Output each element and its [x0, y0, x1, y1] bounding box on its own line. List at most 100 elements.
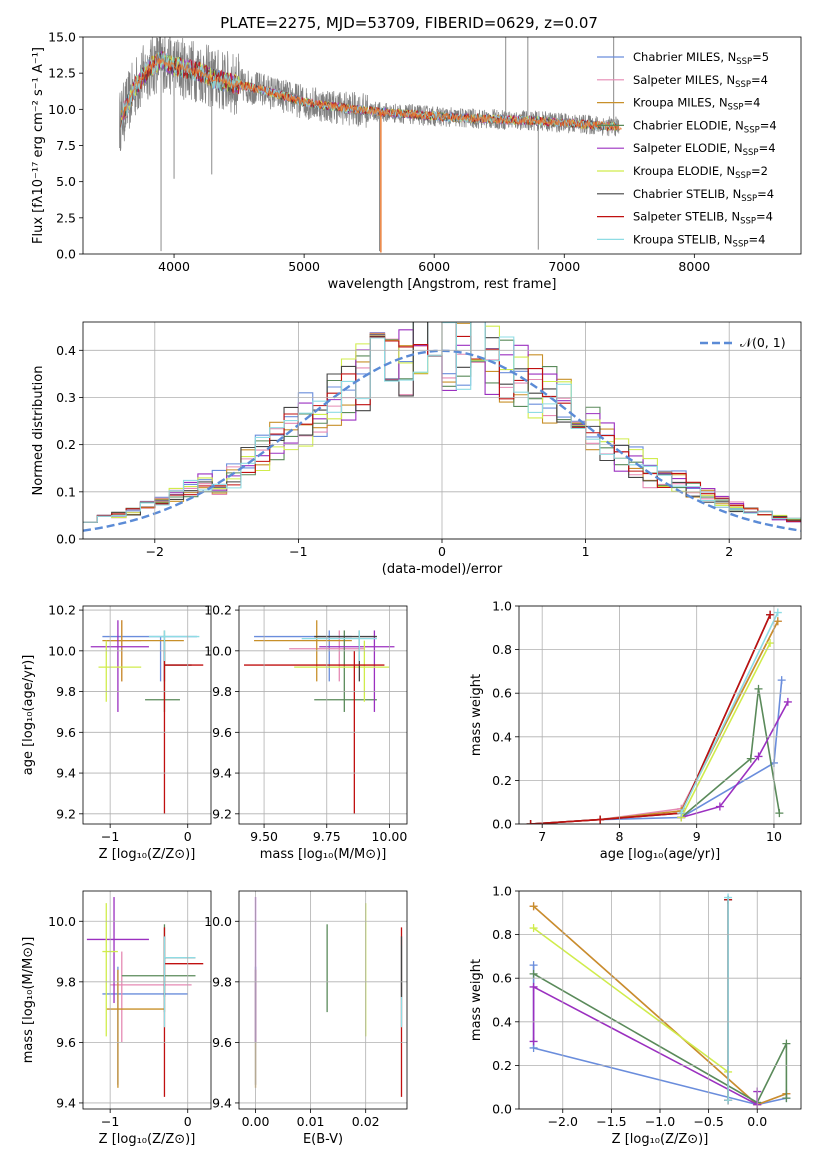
legend-label: 𝒩(0, 1) — [740, 335, 786, 350]
mass-weight-marker — [783, 697, 792, 706]
subscript: SSP — [735, 171, 751, 181]
legend-value: =4 — [757, 187, 774, 201]
y-tick-label: 1.0 — [492, 599, 512, 614]
observed-spectrum — [119, 37, 620, 152]
x-tick-label: 10 — [766, 829, 782, 844]
mass-weight-marker — [777, 676, 786, 685]
age-vs-mass-panel: 9.50 9.75 10.00 9.2 9.4 9.6 9.8 10.0 10.2 mass [l… — [204, 603, 408, 862]
x-tick-label: 4000 — [158, 259, 190, 274]
legend-label: Salpeter MILES, NSSP=4 — [633, 73, 768, 90]
axes-frame — [82, 890, 212, 1110]
subscript: SSP — [733, 239, 749, 249]
x-tick-label: −1 — [289, 544, 307, 559]
x-tick-label: 0.0 — [747, 1114, 767, 1129]
mass-weight-line — [680, 642, 771, 818]
legend-label: Chabrier STELIB, NSSP=4 — [633, 187, 774, 204]
y-tick-label: 9.6 — [212, 725, 232, 740]
y-tick-label: 10.0 — [204, 914, 232, 929]
y-axis-label: mass weight — [469, 959, 484, 1041]
y-tick-label: 0.2 — [56, 437, 76, 452]
mass-weight-marker — [754, 752, 763, 761]
y-tick-label: 0.0 — [56, 247, 76, 262]
mass-weight-line — [530, 614, 771, 824]
y-tick-label: 9.4 — [56, 766, 76, 781]
x-tick-label: 0.01 — [297, 1114, 325, 1129]
y-tick-label: 0.6 — [492, 971, 512, 986]
x-tick-label: 8 — [615, 829, 623, 844]
x-tick-label: 10.00 — [372, 829, 408, 844]
mass-weight-marker — [766, 610, 775, 619]
y-tick-label: 2.5 — [56, 210, 76, 225]
y-tick-label: 9.8 — [212, 684, 232, 699]
grid — [239, 891, 407, 1109]
y-tick-label: 0.2 — [492, 773, 512, 788]
spectrum-panel: 4000 5000 6000 7000 8000 0.0 2.5 5.0 7.5 10.0 12.5… — [31, 14, 802, 292]
x-tick-label: 8000 — [678, 259, 710, 274]
mass-weight-line — [533, 927, 729, 1073]
y-tick-label: 10.0 — [204, 643, 232, 658]
y-tick-label: 0.3 — [56, 390, 76, 405]
mass-weight-line — [530, 614, 771, 824]
plot-area — [86, 897, 204, 1097]
mass-weight-marker — [529, 924, 538, 933]
subscript: SSP — [736, 57, 752, 67]
mass-weight-line — [530, 620, 779, 824]
y-tick-label: 10.0 — [48, 914, 76, 929]
y-tick-label: 0.0 — [56, 532, 76, 547]
y-tick-label: 9.4 — [56, 1095, 76, 1110]
legend-label: Chabrier MILES, NSSP=5 — [633, 50, 769, 67]
axes-frame — [82, 36, 802, 255]
mass-weight-marker — [782, 1094, 791, 1103]
y-tick-label: 0.0 — [492, 817, 512, 832]
y-tick-label: 9.8 — [56, 974, 76, 989]
y-tick-label: 9.4 — [212, 766, 232, 781]
x-tick-label: 0 — [184, 829, 192, 844]
legend-value: =2 — [751, 164, 768, 178]
mass-weight-marker — [529, 902, 538, 911]
mass-weight-marker — [529, 1037, 538, 1046]
x-axis-label: wavelength [Angstrom, rest frame] — [328, 277, 557, 292]
legend-label: Chabrier ELODIE, NSSP=4 — [633, 118, 777, 135]
mass-weight-line — [680, 688, 781, 819]
grid — [239, 606, 407, 824]
axes-frame — [82, 321, 802, 540]
legend-label: Kroupa STELIB, NSSP=4 — [633, 232, 765, 249]
axes-frame — [82, 605, 212, 825]
mass-weight-marker — [754, 684, 763, 693]
y-tick-label: 0.4 — [56, 343, 76, 358]
mass-weight-line — [680, 612, 779, 814]
y-tick-label: 10.2 — [48, 603, 76, 618]
mass-weight-marker — [526, 820, 535, 824]
mass-vs-metallicity-panel: −1 0 9.4 9.6 9.8 10.0 Z [log₁₀(Z/Z⊙)] mass [log… — [21, 890, 212, 1147]
x-tick-label: −2.0 — [548, 1114, 578, 1129]
plot-area — [119, 37, 622, 253]
y-tick-label: 5.0 — [56, 174, 76, 189]
y-tick-label: 9.6 — [56, 1035, 76, 1050]
x-tick-label: 9.75 — [313, 829, 341, 844]
y-axis-label: mass [log₁₀(M/M⊙)] — [21, 937, 36, 1064]
y-tick-label: 9.8 — [56, 684, 76, 699]
legend-value: =4 — [760, 118, 777, 132]
subscript: SSP — [744, 125, 760, 135]
residual-panel: −2 −1 0 1 2 0.0 0.1 0.2 0.3 0.4 (data-model)/error… — [31, 321, 802, 577]
x-tick-label: −1 — [101, 1114, 119, 1129]
legend-value: =4 — [759, 141, 776, 155]
mass-weight-marker — [746, 754, 755, 763]
grid — [519, 890, 801, 1110]
legend-value: =4 — [751, 73, 768, 87]
mass-weight-marker — [677, 809, 686, 818]
x-axis-label: Z [log₁₀(Z/Z⊙)] — [612, 1132, 709, 1147]
legend: 𝒩(0, 1) — [700, 335, 786, 350]
mass-weight-marker — [724, 1096, 733, 1105]
legend-label: Salpeter STELIB, NSSP=4 — [633, 210, 773, 227]
x-tick-label: −2 — [146, 544, 164, 559]
legend: Chabrier MILES, NSSP=5 Salpeter MILES, NS… — [597, 50, 777, 249]
x-tick-label: 2 — [725, 544, 733, 559]
plot-area — [90, 620, 204, 814]
mass-weight-marker — [715, 802, 724, 811]
subscript: SSP — [735, 80, 751, 90]
axes-frame — [238, 890, 408, 1110]
mass-weight-marker — [773, 617, 782, 626]
y-tick-label: 10.0 — [48, 102, 76, 117]
x-axis-label: E(B-V) — [303, 1132, 343, 1147]
